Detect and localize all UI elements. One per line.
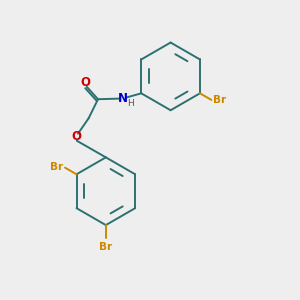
Text: N: N — [118, 92, 128, 105]
Text: Br: Br — [99, 242, 112, 253]
Text: O: O — [81, 76, 91, 89]
Text: H: H — [128, 98, 134, 107]
Text: O: O — [71, 130, 81, 143]
Text: Br: Br — [50, 162, 63, 172]
Text: Br: Br — [214, 95, 226, 105]
